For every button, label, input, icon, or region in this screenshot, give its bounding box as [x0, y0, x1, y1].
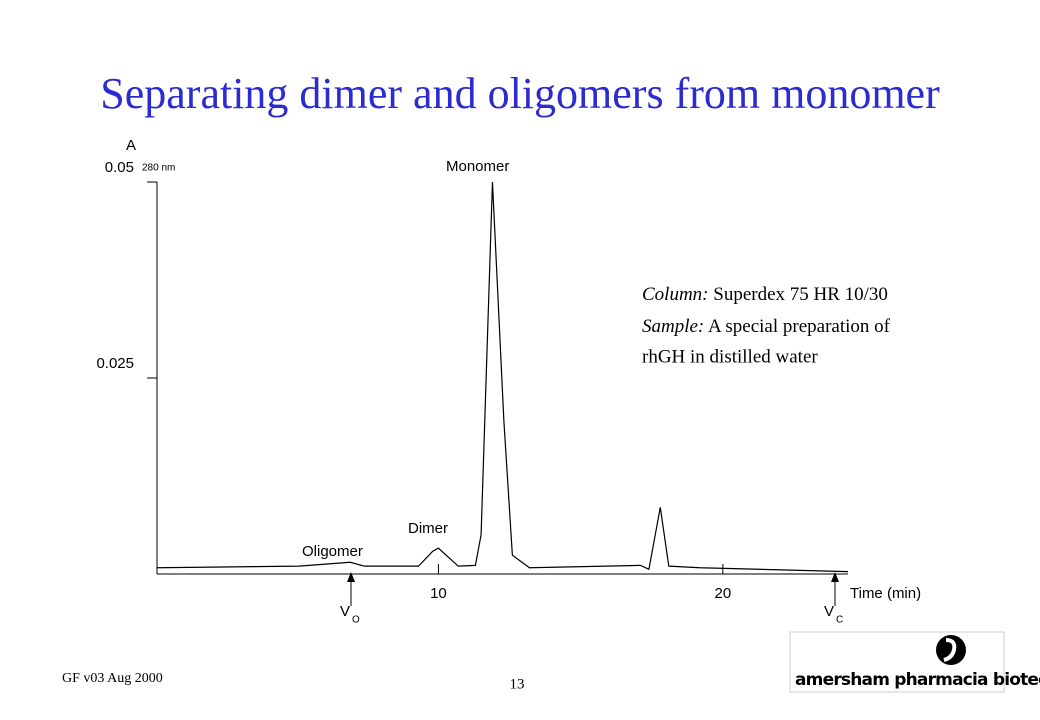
y-tick-label: 0.05	[105, 159, 134, 176]
peak-label: Oligomer	[302, 543, 363, 560]
marker-arrowhead	[347, 572, 355, 582]
note-label: Column:	[642, 284, 709, 305]
slide-title: Separating dimer and oligomers from mono…	[100, 69, 940, 118]
x-axis-label: Time (min)	[850, 585, 921, 602]
logo-box	[789, 631, 1005, 693]
marker-sub: O	[352, 615, 360, 626]
y-tick-label: 0.025	[96, 355, 134, 372]
footer-left: GF v03 Aug 2000	[62, 671, 163, 686]
x-tick-label: 10	[430, 585, 447, 602]
logo-text: amersham pharmacia biotech	[795, 670, 1040, 690]
marker-label: V	[824, 603, 834, 620]
note-line: Column: Superdex 75 HR 10/30	[642, 284, 888, 305]
page-number: 13	[510, 676, 525, 692]
note-text: Superdex 75 HR 10/30	[713, 284, 888, 305]
marker-sub: C	[836, 615, 843, 626]
marker-label: V	[340, 603, 350, 620]
x-tick-label: 20	[715, 585, 732, 602]
logo-mark	[936, 635, 966, 665]
note-text: A special preparation of	[708, 316, 891, 337]
logo-mark-detail	[943, 638, 957, 662]
peak-label: Monomer	[446, 158, 509, 175]
chromatogram-line	[156, 181, 849, 573]
note-label: Sample:	[642, 316, 704, 337]
marker-arrowhead	[831, 572, 839, 582]
y-axis-label-sub: 280 nm	[142, 163, 175, 174]
note-line: rhGH in distilled water	[642, 346, 818, 367]
note-line: Sample: A special preparation of	[642, 316, 891, 337]
y-axis-label: A	[126, 137, 136, 154]
peak-label: Dimer	[408, 520, 448, 537]
